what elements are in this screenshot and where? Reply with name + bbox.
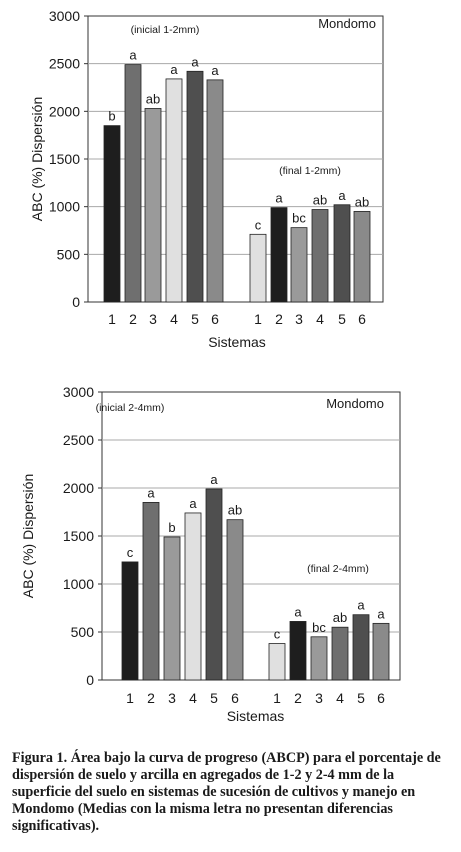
bar <box>372 622 390 681</box>
x-tick-label: 5 <box>191 311 199 327</box>
bar <box>205 488 223 681</box>
x-tick-label: 3 <box>315 690 323 706</box>
y-tick-label: 3000 <box>63 384 94 400</box>
bar <box>353 211 371 303</box>
y-tick-label: 1500 <box>49 151 80 167</box>
significance-letter: a <box>357 598 365 613</box>
x-tick-label: 3 <box>295 311 303 327</box>
y-tick-label: 1500 <box>63 528 94 544</box>
x-tick-label: 6 <box>377 690 385 706</box>
x-tick-label: 1 <box>273 690 281 706</box>
significance-letter: ab <box>313 193 327 208</box>
x-tick-label: 4 <box>316 311 324 327</box>
bar <box>121 561 139 681</box>
bar <box>163 536 181 681</box>
significance-letter: bc <box>312 620 326 635</box>
y-tick-label: 0 <box>72 294 80 310</box>
x-tick-label: 1 <box>254 311 262 327</box>
x-tick-label: 5 <box>210 690 218 706</box>
bar <box>310 636 328 681</box>
group-label: (final 2-4mm) <box>307 563 369 575</box>
chart-bottom: 0 500 1000 1500 2000 2500 3000 ABC (%) Dispersi… <box>20 384 401 724</box>
x-axis-label: Sistemas <box>227 708 285 724</box>
x-tick-label: 6 <box>231 690 239 706</box>
significance-letter: a <box>147 485 155 500</box>
x-tick-label: 2 <box>129 311 137 327</box>
significance-letter: ab <box>355 194 369 209</box>
y-tick-label: 3000 <box>49 8 80 24</box>
significance-letter: c <box>274 627 281 642</box>
x-axis-label: Sistemas <box>208 334 266 350</box>
bar <box>144 108 162 303</box>
significance-letter: b <box>168 520 175 535</box>
y-tick-label: 1000 <box>49 199 80 215</box>
x-tick-label: 5 <box>338 311 346 327</box>
significance-letter: a <box>275 191 283 206</box>
x-tick-label: 2 <box>294 690 302 706</box>
bar <box>270 207 288 303</box>
significance-letter: a <box>211 63 219 78</box>
x-tick-label: 5 <box>357 690 365 706</box>
significance-letter: a <box>189 496 197 511</box>
group-label: (inicial 1-2mm) <box>131 24 200 36</box>
significance-letter: a <box>294 604 302 619</box>
bar <box>331 626 349 681</box>
bar <box>103 125 121 303</box>
y-tick-label: 2500 <box>49 56 80 72</box>
x-tick-label: 4 <box>189 690 197 706</box>
x-tick-label: 1 <box>126 690 134 706</box>
x-tick-label: 2 <box>147 690 155 706</box>
y-tick-label: 0 <box>86 672 94 688</box>
location-label: Mondomo <box>326 396 384 411</box>
significance-letter: a <box>129 48 137 63</box>
bar <box>124 64 142 303</box>
bar <box>226 519 244 681</box>
bar <box>186 70 204 303</box>
x-tick-label: 2 <box>275 311 283 327</box>
bar <box>290 227 308 303</box>
significance-letter: a <box>377 606 385 621</box>
y-axis-label: ABC (%) Dispersión <box>29 97 45 221</box>
x-tick-label: 3 <box>168 690 176 706</box>
significance-letter: a <box>170 62 178 77</box>
y-tick-label: 500 <box>71 624 95 640</box>
significance-letter: ab <box>228 503 242 518</box>
bar <box>333 204 351 303</box>
bar <box>352 614 370 681</box>
chart-top: 0 500 1000 1500 2000 2500 3000 ABC (%) Dispersi… <box>29 8 384 350</box>
y-axis-label: ABC (%) Dispersión <box>20 474 36 598</box>
significance-letter: ab <box>333 610 347 625</box>
bar <box>206 79 224 303</box>
bar <box>142 502 160 681</box>
x-tick-label: 1 <box>108 311 116 327</box>
significance-letter: c <box>255 217 262 232</box>
x-tick-label: 3 <box>149 311 157 327</box>
group-label: (inicial 2-4mm) <box>96 402 165 414</box>
significance-letter: bc <box>292 211 306 226</box>
y-tick-label: 2500 <box>63 432 94 448</box>
x-tick-label: 6 <box>358 311 366 327</box>
bar <box>249 233 267 303</box>
significance-letter: a <box>191 54 199 69</box>
significance-letter: b <box>108 109 115 124</box>
bar <box>165 78 183 303</box>
y-tick-label: 500 <box>57 246 81 262</box>
y-tick-label: 2000 <box>49 103 80 119</box>
significance-letter: a <box>210 472 218 487</box>
bar <box>268 643 286 681</box>
significance-letter: c <box>127 545 134 560</box>
figure-caption: Figura 1. Área bajo la curva de progreso… <box>12 750 441 834</box>
bar <box>184 512 202 681</box>
bar <box>311 209 329 303</box>
group-label: (final 1-2mm) <box>279 165 341 177</box>
y-tick-label: 2000 <box>63 480 94 496</box>
bar <box>289 621 307 681</box>
x-tick-label: 4 <box>170 311 178 327</box>
significance-letter: ab <box>146 91 160 106</box>
y-tick-label: 1000 <box>63 576 94 592</box>
x-tick-label: 4 <box>336 690 344 706</box>
location-label: Mondomo <box>318 16 376 31</box>
significance-letter: a <box>338 188 346 203</box>
x-tick-label: 6 <box>211 311 219 327</box>
